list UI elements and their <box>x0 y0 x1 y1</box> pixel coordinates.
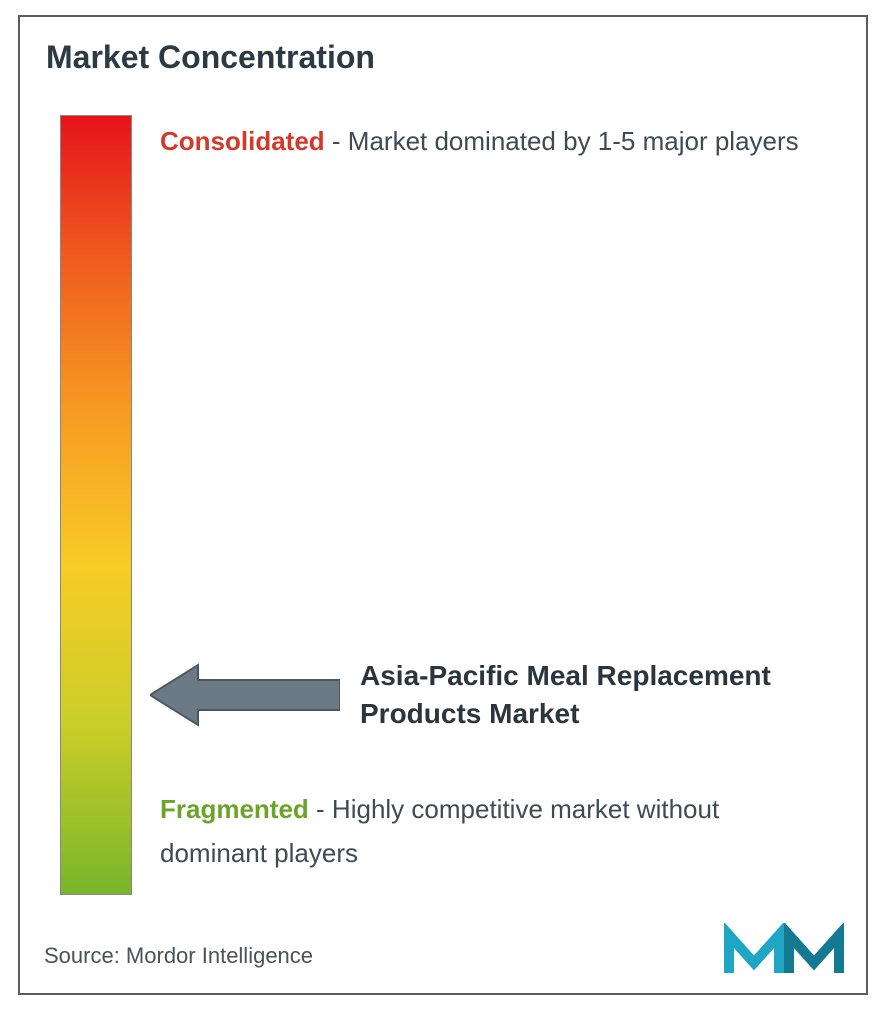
consolidated-lead: Consolidated <box>160 126 325 156</box>
chart-title: Market Concentration <box>46 39 375 76</box>
arrow-left-icon <box>150 660 340 730</box>
source-attribution: Source: Mordor Intelligence <box>44 943 313 969</box>
concentration-gradient-bar <box>60 115 132 895</box>
market-position-marker: Asia-Pacific Meal Replacement Products M… <box>150 657 780 733</box>
infographic-frame: Market Concentration Consolidated - Mark… <box>18 15 868 995</box>
market-name-label: Asia-Pacific Meal Replacement Products M… <box>360 657 780 733</box>
mordor-logo-icon <box>724 923 844 983</box>
fragmented-description: Fragmented - Highly competitive market w… <box>160 787 820 875</box>
fragmented-lead: Fragmented <box>160 794 309 824</box>
consolidated-rest: - Market dominated by 1-5 major players <box>332 126 799 156</box>
gradient-svg <box>61 116 131 894</box>
consolidated-description: Consolidated - Market dominated by 1-5 m… <box>160 119 800 163</box>
